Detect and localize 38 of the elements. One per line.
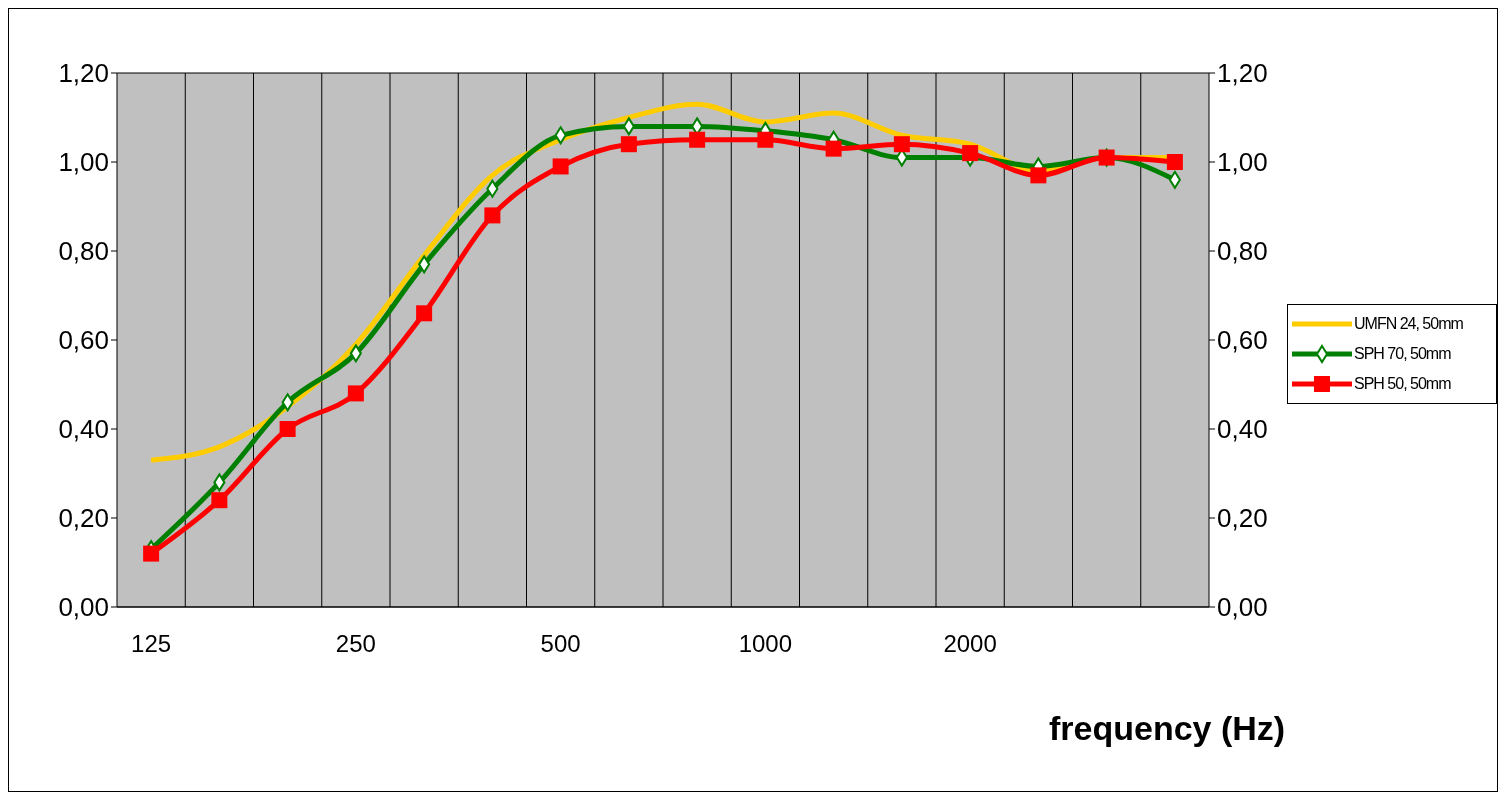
x-tick-label: 125 [131, 630, 172, 658]
y2-tick-label: 0,80 [1217, 236, 1268, 267]
legend-label: SPH 50, 50mm [1354, 375, 1451, 393]
y-tick-label: 1,20 [58, 58, 109, 89]
y2-tick-label: 0,20 [1217, 503, 1268, 534]
y-tick-label: 0,80 [58, 236, 109, 267]
point [347, 385, 364, 402]
point [689, 131, 706, 148]
point [1030, 167, 1047, 184]
point [1166, 154, 1183, 170]
x-tick-label: 2000 [943, 630, 997, 658]
y2-tick-label: 1,00 [1217, 147, 1268, 178]
point [211, 492, 228, 509]
y2-tick-label: 0,60 [1217, 325, 1268, 356]
legend-label: UMFN 24, 50mm [1354, 315, 1463, 333]
point [484, 207, 501, 224]
x-tick-label: 250 [335, 630, 376, 658]
x-axis-title: frequency (Hz) [1049, 709, 1286, 748]
point [143, 545, 160, 562]
point [893, 136, 910, 153]
point [552, 158, 569, 175]
y2-tick-label: 0,40 [1217, 414, 1268, 445]
point [279, 421, 296, 437]
point [416, 305, 433, 322]
y-tick-label: 0,40 [58, 414, 109, 445]
point [620, 136, 637, 153]
point [825, 140, 842, 157]
y-tick-label: 1,00 [58, 147, 109, 178]
y-tick-label: 0,60 [58, 325, 109, 356]
point [962, 145, 979, 162]
y-tick-label: 0,20 [58, 503, 109, 534]
point [757, 131, 774, 148]
y2-tick-label: 0,00 [1217, 592, 1268, 623]
x-tick-label: 1000 [738, 630, 793, 658]
legend-label: SPH 70, 50mm [1354, 345, 1451, 363]
y-tick-label: 0,00 [58, 592, 109, 623]
x-tick-label: 500 [540, 630, 581, 658]
y2-tick-label: 1,20 [1217, 58, 1268, 89]
